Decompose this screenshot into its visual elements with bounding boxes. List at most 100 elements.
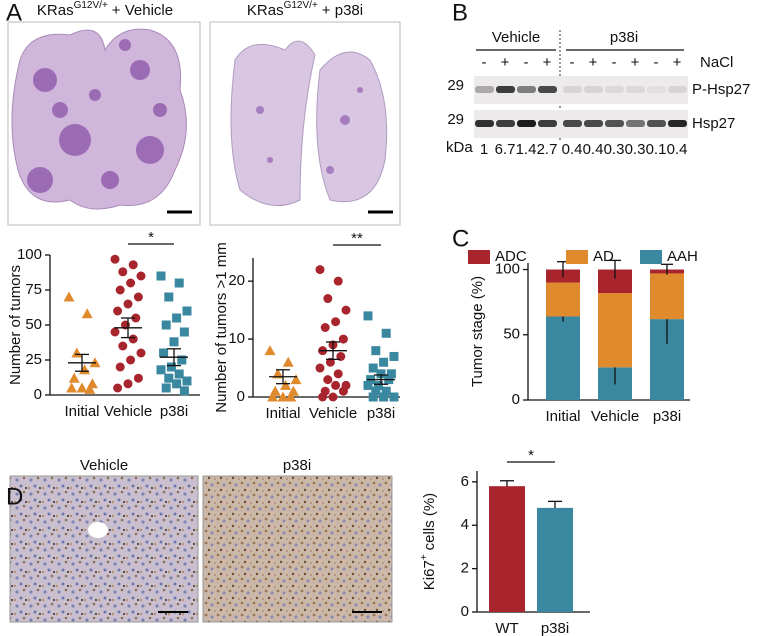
data-point [128,260,138,270]
data-point [115,285,125,295]
blot-band [475,86,494,93]
legend-swatch [640,250,662,264]
legend-swatch [468,250,490,264]
data-point [290,374,302,385]
data-point [331,317,341,327]
data-point [333,369,343,379]
x-tick-label: p38i [541,620,569,636]
y-axis-label: Number of tumors >1 mm [213,242,230,412]
bar-segment [546,282,580,317]
blot-band [605,120,624,127]
y-tick-label: 0 [461,603,469,620]
data-point [318,392,328,402]
x-tick-label: Initial [265,405,300,422]
bar-segment [546,316,580,400]
blot-band [538,86,557,93]
data-point [118,267,128,277]
lane-sign: - [654,54,659,71]
data-point [81,308,93,319]
x-tick-label: Initial [64,403,99,420]
panel-label: C [452,225,469,252]
histology-images [7,21,401,226]
data-point [285,391,297,402]
y-tick-label: 50 [25,316,42,333]
data-point [131,313,141,323]
lane-sign: + [501,54,510,71]
tumor-spots [27,39,167,193]
quantification: 0.4 [667,141,688,158]
data-point [363,380,373,390]
bar [489,486,525,612]
bar-segment [598,293,632,368]
blot-band [496,120,515,127]
quantification: 0.3 [604,141,625,158]
data-point [63,291,75,302]
data-point [84,383,96,394]
data-point [164,292,174,302]
data-point [389,351,399,361]
legend-label: ADC [495,248,527,265]
y-tick-label: 0 [34,386,42,403]
legend-label: AAH [667,248,698,265]
blot-band [668,120,687,127]
text-part: KRas [247,2,284,19]
lane-sign: + [543,54,552,71]
quantification: 2.7 [537,141,558,158]
blot-band [517,86,536,93]
lane-sign: + [631,54,640,71]
data-point [123,379,133,389]
image-title: Vehicle [80,457,128,474]
x-tick-label: Vehicle [309,405,357,422]
text-part: + Vehicle [112,2,173,19]
data-point [373,380,383,390]
data-point [338,386,348,396]
y-tick-label: 75 [25,281,42,298]
lane-sign: + [673,54,682,71]
y-tick-label: 20 [228,272,245,289]
data-point [136,348,146,358]
unit-label: kDa [446,139,473,156]
data-point [156,365,166,375]
data-point [172,379,182,389]
blot-band [517,120,536,127]
lane-sign: + [589,54,598,71]
y-tick-label: 0 [237,388,245,405]
text-part: G12V/+ [74,0,108,11]
ihc-images [9,475,393,623]
panel-label: B [452,0,468,26]
x-tick-label: p38i [653,408,681,425]
y-tick-label: 6 [461,473,469,490]
blot-band [626,86,645,93]
data-point [110,254,120,264]
data-point [156,271,166,281]
quantification: 1.4 [516,141,537,158]
y-tick-label: 2 [461,560,469,577]
ihc-image [9,475,199,623]
text-part: G12V/+ [284,0,318,11]
data-point [71,347,83,358]
tumor-spots [256,87,363,174]
y-tick-label: 100 [495,260,520,277]
band-label: Hsp27 [692,115,735,132]
ihc-lumen [88,522,108,538]
y-axis-label: Ki67+ cells (%) [419,493,438,590]
quantification: 1 [480,141,488,158]
group-label: Vehicle [492,29,540,46]
data-point [272,368,284,379]
significance-label: * [148,229,154,246]
treatment-label: NaCl [700,54,733,71]
y-axis-label: Tumor stage (%) [469,276,486,387]
quantification: 0.1 [646,141,667,158]
data-point [161,320,171,330]
data-point [182,376,192,386]
text-part: Ki67 [421,560,438,590]
data-point [315,363,325,373]
image-title: KRasG12V/+ + Vehicle [37,0,173,19]
data-point [282,356,294,367]
data-point [177,355,187,365]
bar-segment [598,269,632,294]
quantification: 6.7 [495,141,516,158]
data-point [280,379,292,390]
data-point [136,271,146,281]
